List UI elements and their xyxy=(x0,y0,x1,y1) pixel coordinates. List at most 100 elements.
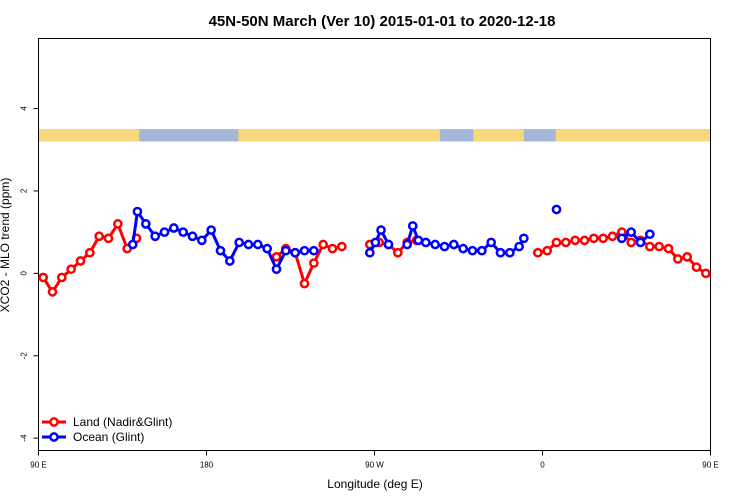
data-point xyxy=(616,233,627,244)
data-point xyxy=(243,239,254,250)
data-point xyxy=(308,258,319,268)
data-point xyxy=(458,243,469,254)
data-point xyxy=(112,219,123,229)
data-point xyxy=(420,237,431,248)
y-tick-label: 2 xyxy=(20,188,29,193)
data-point xyxy=(740,264,747,271)
y-tick-label: -4 xyxy=(20,434,29,442)
series-line xyxy=(41,220,138,295)
data-point xyxy=(532,247,543,258)
data-point xyxy=(56,272,67,283)
data-point xyxy=(682,252,693,262)
data-point xyxy=(579,235,590,246)
data-point xyxy=(560,237,571,248)
data-point xyxy=(271,252,282,262)
data-point xyxy=(504,247,515,258)
data-point xyxy=(495,247,506,258)
data-point xyxy=(308,245,319,256)
data-point xyxy=(730,272,737,279)
map-strip-land xyxy=(38,129,140,142)
data-point xyxy=(407,221,418,231)
data-point xyxy=(38,272,49,283)
data-point xyxy=(178,227,189,237)
data-point xyxy=(413,235,424,246)
data-point xyxy=(635,237,646,248)
x-tick-label: 90 W xyxy=(365,461,384,470)
data-point xyxy=(721,288,728,295)
data-point xyxy=(476,245,487,256)
data-point xyxy=(370,237,381,248)
series-line xyxy=(537,230,711,278)
data-point xyxy=(430,239,441,250)
map-strip-land xyxy=(473,129,524,142)
data-point xyxy=(290,247,301,258)
data-point xyxy=(626,227,637,237)
x-tick-label: 0 xyxy=(540,461,545,470)
x-axis-label: Longitude (deg E) xyxy=(327,477,422,491)
data-point xyxy=(234,237,245,248)
data-point xyxy=(84,247,95,258)
data-point xyxy=(336,241,347,252)
data-point xyxy=(392,247,403,258)
data-point xyxy=(262,243,273,254)
data-point xyxy=(280,245,291,256)
series-line xyxy=(368,226,390,254)
data-point xyxy=(663,243,674,254)
data-point xyxy=(691,262,702,273)
data-point xyxy=(448,239,459,250)
data-point xyxy=(132,206,143,217)
legend-marker xyxy=(49,417,59,427)
data-point xyxy=(551,237,562,248)
x-tick-label: 180 xyxy=(200,461,214,470)
data-point xyxy=(486,237,497,248)
data-point xyxy=(299,278,310,289)
data-point xyxy=(514,241,525,252)
data-point xyxy=(252,239,263,250)
y-tick-label: 0 xyxy=(20,271,29,276)
data-point xyxy=(127,239,138,250)
data-point xyxy=(75,256,86,266)
legend-marker xyxy=(49,432,59,442)
data-point xyxy=(672,254,683,264)
data-point xyxy=(654,241,665,252)
data-point xyxy=(103,233,114,244)
data-point xyxy=(626,237,637,248)
data-point xyxy=(66,264,77,275)
data-point xyxy=(700,268,711,279)
data-point xyxy=(710,276,711,279)
map-strip-land xyxy=(238,129,440,142)
data-point xyxy=(318,239,329,250)
y-axis-label: XCO2 - MLO trend (ppm) xyxy=(0,178,12,313)
data-point xyxy=(215,245,226,256)
series-layer xyxy=(38,204,747,297)
data-point xyxy=(518,233,529,244)
data-point xyxy=(271,264,282,275)
data-point xyxy=(376,225,386,235)
data-point xyxy=(299,245,310,256)
data-point xyxy=(364,247,375,258)
data-point xyxy=(644,229,655,240)
series-line xyxy=(131,207,314,273)
data-point xyxy=(383,239,394,250)
y-tick-label: -2 xyxy=(20,352,29,360)
data-point xyxy=(551,204,562,215)
legend-label: Land (Nadir&Glint) xyxy=(73,415,172,429)
data-point xyxy=(439,241,450,252)
data-point xyxy=(187,231,198,242)
legend: Land (Nadir&Glint)Ocean (Glint) xyxy=(42,415,172,444)
x-tick-label: 90 E xyxy=(702,461,718,470)
data-point xyxy=(168,223,179,233)
data-point xyxy=(206,225,217,235)
data-point xyxy=(467,245,478,256)
data-point xyxy=(47,287,58,297)
chart-title: 45N-50N March (Ver 10) 2015-01-01 to 202… xyxy=(209,13,556,30)
data-point xyxy=(140,219,151,229)
data-point xyxy=(196,235,207,246)
data-point xyxy=(607,231,618,242)
data-point xyxy=(588,233,599,244)
data-point xyxy=(644,241,655,252)
data-point xyxy=(327,243,338,254)
data-point xyxy=(159,227,170,237)
data-point xyxy=(150,231,161,242)
